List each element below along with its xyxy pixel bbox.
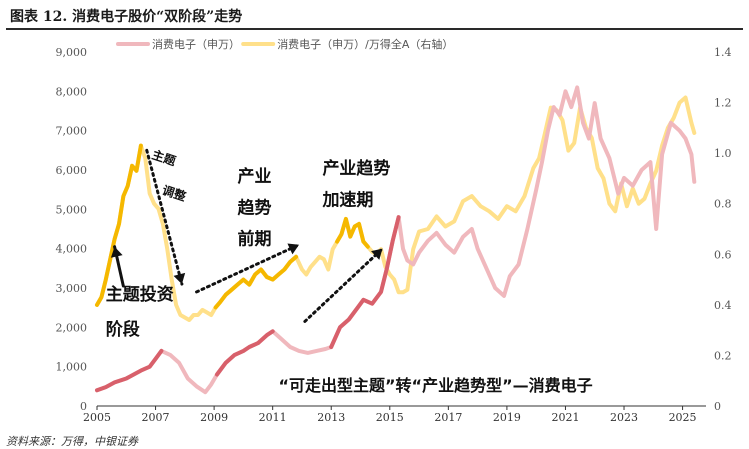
series-layer xyxy=(95,85,697,395)
highlight-segment xyxy=(335,216,370,249)
annotation-arrows xyxy=(110,148,384,323)
annotation-arrow xyxy=(145,148,186,286)
arrow-head xyxy=(287,243,300,255)
annotation-arrow xyxy=(110,245,125,288)
y-right-tick-label: 1.2 xyxy=(714,97,732,110)
annotation-text: 产业趋势 xyxy=(322,158,390,179)
arrow-shaft xyxy=(145,148,184,286)
x-tick-label: 2025 xyxy=(669,411,697,424)
annotation-text: 趋势 xyxy=(238,197,272,218)
highlight-segment xyxy=(215,329,275,377)
y-left-tick-label: 9,000 xyxy=(56,46,88,59)
arrow-shaft xyxy=(303,247,384,323)
y-left-tick-label: 8,000 xyxy=(56,85,88,98)
x-tick-label: 2015 xyxy=(376,411,404,424)
y-right-tick-label: 0.6 xyxy=(714,248,732,261)
arrow-head xyxy=(173,272,186,285)
legend: 消费电子（申万） 消费电子（申万）/万得全A（右轴） xyxy=(116,37,453,51)
arrow-head xyxy=(371,248,383,260)
arrow-shaft xyxy=(195,243,301,294)
annotation-text: 加速期 xyxy=(321,189,373,210)
annotations: 主题调整产业趋势前期产业趋势加速期主题投资阶段“可走出型主题”转“产业趋势型”—… xyxy=(106,147,593,395)
y-left-tick-label: 3,000 xyxy=(56,282,88,295)
x-tick-label: 2019 xyxy=(493,411,521,424)
annotation-text: 主题投资 xyxy=(106,284,174,305)
annotation-text: 主题 xyxy=(150,147,178,169)
y-right-tick-label: 0.2 xyxy=(714,349,732,362)
x-tick-label: 2007 xyxy=(142,411,170,424)
x-tick-label: 2005 xyxy=(83,411,111,424)
series-line-1 xyxy=(95,95,697,322)
highlight-segment xyxy=(213,254,299,310)
y-right-tick-label: 0 xyxy=(714,400,721,413)
source-note: 资料来源：万得，中银证券 xyxy=(6,435,138,448)
annotation-arrow xyxy=(303,247,384,323)
legend-label: 消费电子（申万） xyxy=(152,37,240,51)
x-tick-label: 2021 xyxy=(551,411,579,424)
x-tick-label: 2011 xyxy=(259,411,287,424)
highlight-segment xyxy=(95,143,143,307)
y-left-tick-label: 1,000 xyxy=(56,361,88,374)
y-left-tick-label: 0 xyxy=(80,400,87,413)
highlight-segment xyxy=(329,215,401,349)
page-title: 图表 12. 消费电子股价“双阶段”走势 xyxy=(10,9,243,25)
x-tick-label: 2023 xyxy=(610,411,638,424)
y-right-tick-label: 1.0 xyxy=(714,147,732,160)
title-rule xyxy=(6,28,743,30)
title-bar: 图表 12. 消费电子股价“双阶段”走势 xyxy=(0,0,749,30)
annotation-text: 阶段 xyxy=(106,319,140,340)
y-left-tick-label: 4,000 xyxy=(56,243,88,256)
annotation-text: 前期 xyxy=(238,229,272,250)
series-line-0 xyxy=(95,85,697,395)
annotation-text: 调整 xyxy=(160,182,187,204)
annotation-text: 产业 xyxy=(238,166,272,187)
chart: 消费电子（申万） 消费电子（申万）/万得全A（右轴） 2005 2007 2009 20… xyxy=(56,37,732,424)
y-left-tick-label: 6,000 xyxy=(56,164,88,177)
y-right-tick-label: 0.4 xyxy=(714,299,732,312)
highlight-segment xyxy=(95,348,164,393)
y-left-tick-label: 7,000 xyxy=(56,125,88,138)
y-right-tick-label: 1.4 xyxy=(714,46,732,59)
annotation-arrow xyxy=(195,243,301,294)
annotation-text: “可走出型主题”转“产业趋势型”—消费电子 xyxy=(279,376,593,395)
x-tick-label: 2013 xyxy=(317,411,345,424)
x-tick-label: 2017 xyxy=(434,411,462,424)
arrow-head xyxy=(110,246,123,258)
x-tick-label: 2009 xyxy=(200,411,228,424)
axes: 2005 2007 2009 2011 2013 2015 2017 2019 2021 2023… xyxy=(56,46,732,424)
y-left-tick-label: 5,000 xyxy=(56,203,88,216)
y-right-tick-label: 0.8 xyxy=(714,198,732,211)
y-left-tick-label: 2,000 xyxy=(56,321,88,334)
legend-label: 消费电子（申万）/万得全A（右轴） xyxy=(277,37,453,51)
